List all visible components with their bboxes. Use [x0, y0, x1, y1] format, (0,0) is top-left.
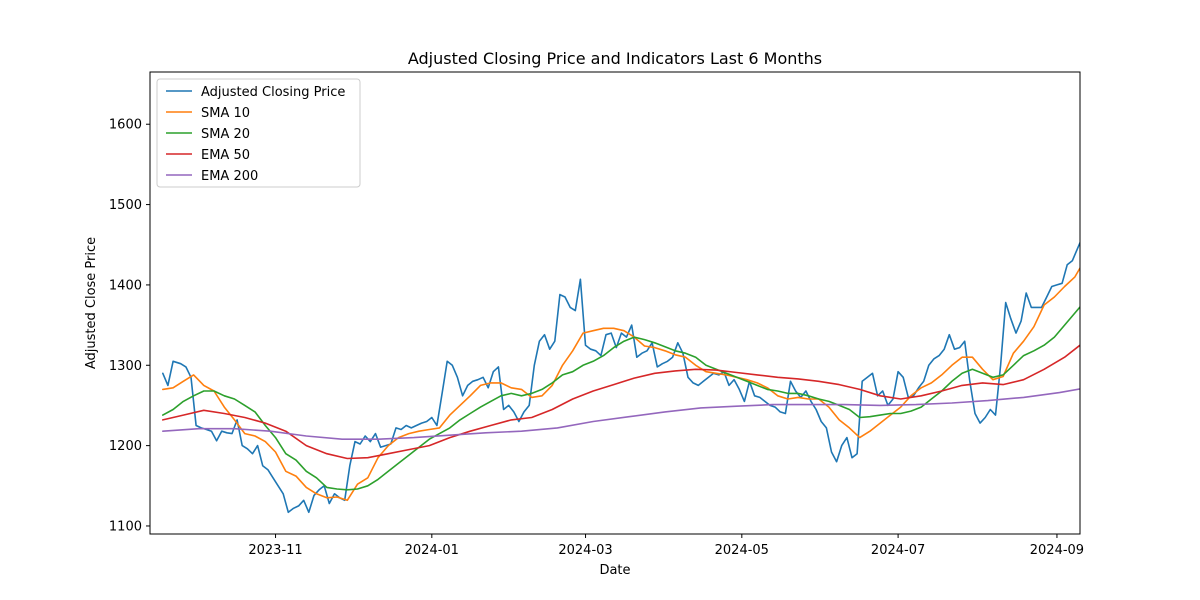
legend-box: [156, 78, 361, 188]
series-layer: [162, 240, 1080, 514]
y-tick-label: 1200: [109, 439, 142, 454]
y-axis-label: Adjusted Close Price: [84, 237, 99, 369]
chart-title: Adjusted Closing Price and Indicators La…: [408, 49, 822, 68]
x-tick-label: 2024-09: [1030, 543, 1084, 558]
series-line-ema-50: [162, 344, 1080, 460]
y-axis: 1100 1200 1300 1400 1500 1600: [109, 118, 150, 534]
legend-label-adjusted-closing-price: Adjusted Closing Price: [201, 85, 345, 100]
legend-label-sma-10: SMA 10: [201, 106, 250, 121]
series-line-ema-200: [162, 388, 1080, 441]
legend-label-sma-20: SMA 20: [201, 127, 250, 142]
y-tick-label: 1300: [109, 359, 142, 374]
plot-frame: [149, 71, 1081, 535]
x-axis: 2023-11 2024-01 2024-03 2024-05 2024-07 2024-…: [248, 534, 1084, 558]
x-tick-label: 2023-11: [248, 543, 302, 558]
series-line-sma-10: [162, 266, 1080, 502]
x-axis-label: Date: [599, 563, 630, 578]
x-tick-label: 2024-03: [558, 543, 612, 558]
y-tick-label: 1500: [109, 198, 142, 213]
y-tick-label: 1400: [109, 278, 142, 293]
legend-label-ema-200: EMA 200: [201, 169, 258, 184]
x-tick-label: 2024-01: [405, 543, 459, 558]
legend: Adjusted Closing Price SMA 10 SMA 20 EMA 50…: [156, 78, 361, 188]
x-tick-label: 2024-05: [715, 543, 769, 558]
y-tick-label: 1600: [109, 118, 142, 133]
legend-label-ema-50: EMA 50: [201, 148, 250, 163]
x-tick-label: 2024-07: [871, 543, 925, 558]
y-tick-label: 1100: [109, 519, 142, 534]
